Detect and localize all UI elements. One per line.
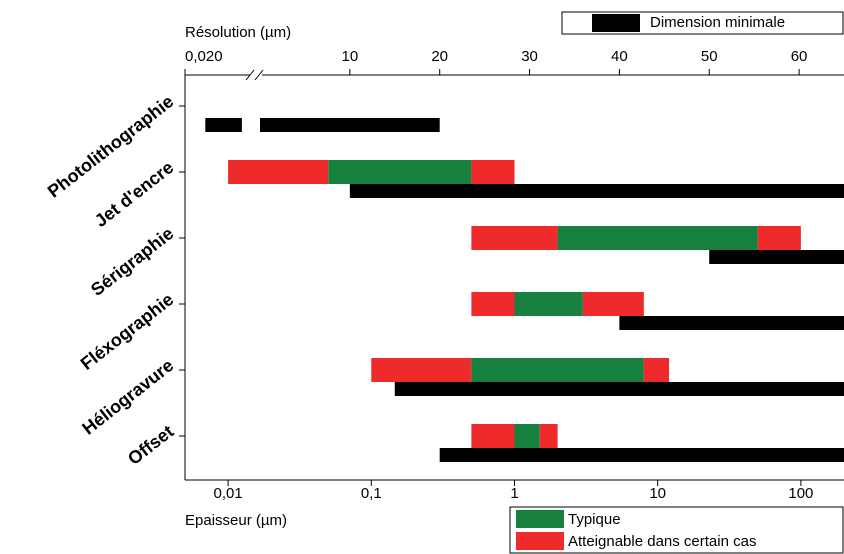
x2-tick-label: 0,020	[185, 48, 223, 65]
legend-label: Dimension minimale	[650, 14, 785, 31]
range-bar	[260, 118, 440, 132]
range-bar	[228, 160, 329, 184]
range-bar	[514, 292, 583, 316]
axis-break	[254, 69, 264, 81]
range-bar	[349, 184, 844, 198]
range-bar	[557, 226, 758, 250]
axis-break	[245, 69, 255, 81]
range-bar	[757, 226, 801, 250]
range-bar	[205, 118, 242, 132]
legend-swatch	[592, 14, 640, 32]
x2-tick-label: 60	[791, 48, 808, 65]
x2-tick-label: 50	[701, 48, 718, 65]
range-bar	[394, 382, 844, 396]
y-tick-label: Sérigraphie	[87, 223, 177, 300]
range-bar	[709, 250, 844, 264]
x-tick-label: 100	[788, 485, 813, 502]
legend-bottom	[509, 506, 844, 554]
range-bar	[471, 226, 558, 250]
range-bar	[619, 316, 844, 330]
range-bar	[514, 424, 540, 448]
range-bar	[643, 358, 670, 382]
range-bar	[371, 358, 472, 382]
range-bar	[539, 424, 558, 448]
x-tick-label: 0,01	[214, 485, 243, 502]
legend-swatch	[516, 510, 564, 528]
x-tick-label: 1	[510, 485, 518, 502]
range-bar	[328, 160, 472, 184]
x2-tick-label: 20	[431, 48, 448, 65]
y-tick-label: Offset	[124, 421, 177, 469]
legend-swatch	[516, 532, 564, 550]
legend-label: Typique	[568, 511, 621, 528]
x2-tick-label: 30	[521, 48, 538, 65]
x2-axis-label: Résolution (µm)	[185, 24, 291, 41]
y-tick-label: Jet d'encre	[91, 157, 178, 231]
range-bar	[471, 292, 515, 316]
range-bar	[471, 358, 644, 382]
x-tick-label: 0,1	[361, 485, 382, 502]
x2-tick-label: 10	[342, 48, 359, 65]
range-bar	[471, 424, 515, 448]
x-axis-label: Epaisseur (µm)	[185, 512, 287, 529]
x2-tick-label: 40	[611, 48, 628, 65]
range-bar	[439, 448, 844, 462]
x-tick-label: 10	[649, 485, 666, 502]
legend-label: Atteignable dans certain cas	[568, 533, 756, 550]
range-bar	[471, 160, 515, 184]
range-bar	[582, 292, 644, 316]
